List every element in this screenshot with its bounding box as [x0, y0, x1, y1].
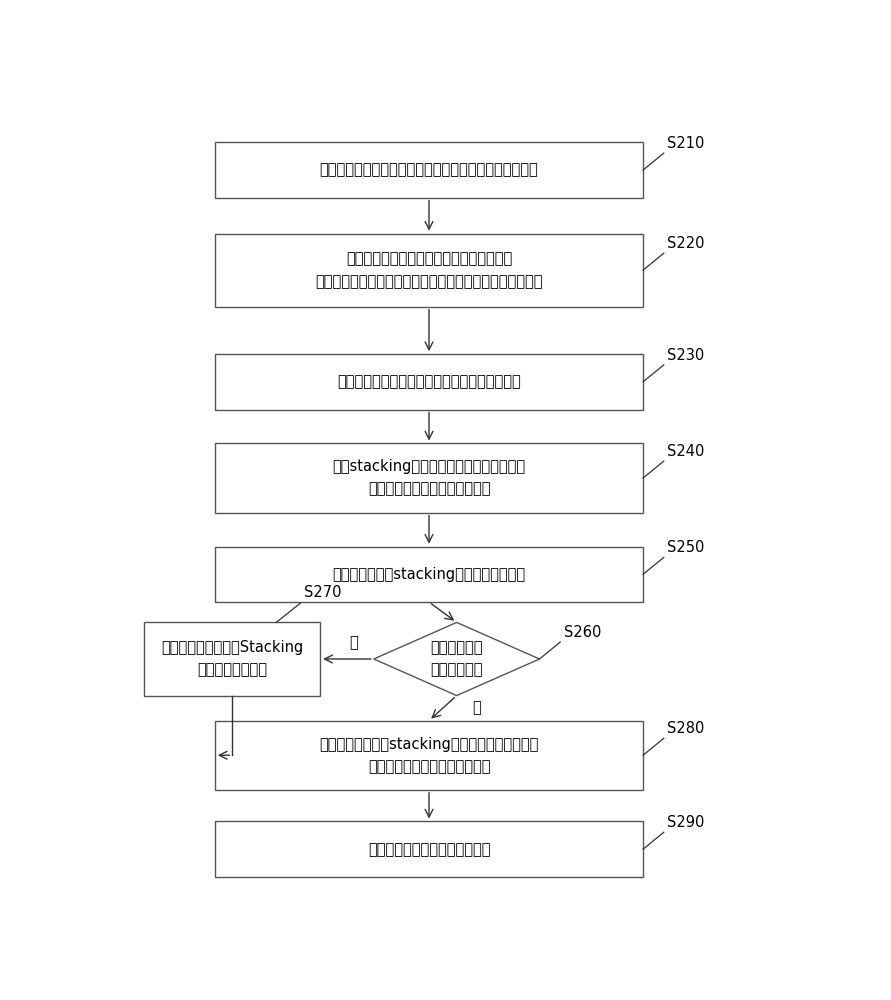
Text: 是: 是 [472, 701, 480, 716]
Text: S270: S270 [304, 585, 341, 600]
Text: 根据用户领取分品类电子券的历史信息确定模型训练样本: 根据用户领取分品类电子券的历史信息确定模型训练样本 [320, 163, 538, 178]
FancyBboxPatch shape [215, 721, 643, 790]
Text: S230: S230 [667, 348, 705, 363]
Text: 根据所述使用概率确定营销方案: 根据所述使用概率确定营销方案 [368, 842, 490, 857]
FancyBboxPatch shape [215, 821, 643, 877]
Text: 对训练后的所述stacking分类模型进行评价: 对训练后的所述stacking分类模型进行评价 [332, 567, 526, 582]
Text: 根据评价结果对所述Stacking
分类模型进行修正: 根据评价结果对所述Stacking 分类模型进行修正 [161, 640, 303, 678]
Text: S220: S220 [667, 236, 705, 251]
Text: S240: S240 [667, 444, 705, 459]
Text: S280: S280 [667, 721, 705, 736]
Text: 获取所述模型训练样本中所述用户的特征和
所述分品类电子券的特征作为所述模型训练样本的样本信息: 获取所述模型训练样本中所述用户的特征和 所述分品类电子券的特征作为所述模型训练样… [315, 252, 543, 289]
FancyBboxPatch shape [215, 443, 643, 513]
FancyBboxPatch shape [144, 622, 320, 696]
FancyBboxPatch shape [215, 547, 643, 602]
Text: S210: S210 [667, 136, 705, 151]
Text: 基于stacking分类模型对所述模型训练样本
根据所述样本信息进行模型训练: 基于stacking分类模型对所述模型训练样本 根据所述样本信息进行模型训练 [332, 459, 526, 497]
Text: S250: S250 [667, 540, 705, 555]
Text: 判断评价结果
是否满足要求: 判断评价结果 是否满足要求 [430, 640, 483, 678]
Text: 否: 否 [349, 635, 358, 650]
Text: S260: S260 [564, 625, 601, 640]
FancyBboxPatch shape [215, 354, 643, 410]
FancyBboxPatch shape [215, 234, 643, 307]
Text: 基于训练后的所述stacking分类模型预测给定用户
对给定分品类电子券的使用概率: 基于训练后的所述stacking分类模型预测给定用户 对给定分品类电子券的使用概… [319, 737, 539, 774]
Text: S290: S290 [667, 815, 705, 830]
Polygon shape [374, 622, 540, 696]
Text: 根据所述样本信息对所述模型训练样本进行清洗: 根据所述样本信息对所述模型训练样本进行清洗 [337, 374, 521, 389]
FancyBboxPatch shape [215, 142, 643, 198]
